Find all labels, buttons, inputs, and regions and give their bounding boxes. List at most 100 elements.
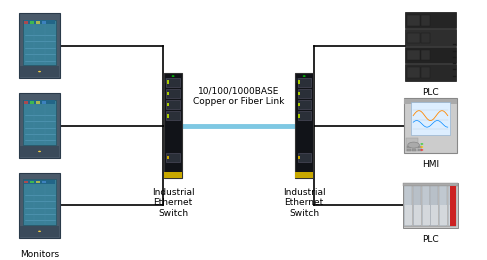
Bar (23, 100, 56, 104)
Bar (431, 205, 438, 225)
Bar (407, 15, 420, 25)
Bar (405, 47, 456, 63)
Bar (440, 205, 447, 225)
Text: HMI: HMI (422, 160, 439, 170)
Bar (407, 50, 420, 61)
Bar (421, 67, 431, 78)
Bar (167, 153, 180, 162)
Bar (164, 73, 182, 178)
Bar (167, 103, 169, 107)
Bar (405, 64, 456, 81)
Bar (450, 186, 456, 226)
Bar (24, 101, 28, 103)
Circle shape (420, 149, 423, 151)
Bar (407, 149, 411, 151)
Bar (23, 180, 56, 184)
Text: 10/100/1000BASE
Copper or Fiber Link: 10/100/1000BASE Copper or Fiber Link (193, 86, 284, 106)
Text: Industrial
Ethernet
Switch: Industrial Ethernet Switch (152, 188, 194, 218)
Bar (20, 66, 59, 77)
Bar (407, 67, 420, 78)
Bar (20, 226, 59, 237)
Bar (448, 186, 455, 226)
Text: PLC: PLC (422, 235, 439, 244)
Bar (167, 77, 180, 87)
Bar (41, 101, 46, 103)
Bar (36, 101, 40, 103)
Text: Industrial
Ethernet
Switch: Industrial Ethernet Switch (283, 188, 325, 218)
Bar (405, 226, 456, 227)
Bar (167, 111, 180, 120)
Bar (22, 100, 56, 145)
Bar (298, 92, 300, 95)
Circle shape (420, 143, 423, 145)
Circle shape (303, 75, 306, 77)
Bar (19, 173, 60, 238)
Bar (298, 103, 300, 107)
Bar (298, 89, 311, 98)
Bar (298, 114, 300, 118)
Bar (298, 111, 311, 120)
Bar (30, 181, 34, 183)
Bar (19, 93, 60, 158)
Bar (298, 77, 311, 87)
Bar (431, 186, 438, 226)
Circle shape (408, 142, 419, 148)
Circle shape (38, 231, 41, 232)
Bar (298, 80, 300, 84)
Bar (167, 89, 180, 98)
Bar (405, 12, 456, 28)
Bar (403, 183, 458, 186)
Bar (421, 32, 431, 43)
Bar (298, 156, 300, 159)
Bar (421, 50, 431, 61)
Circle shape (171, 75, 174, 77)
Bar (30, 101, 34, 103)
Bar (295, 172, 314, 178)
Bar (298, 100, 311, 109)
Bar (167, 80, 169, 84)
Bar (412, 146, 416, 148)
Bar (404, 98, 457, 153)
Bar (41, 181, 46, 183)
Bar (164, 172, 182, 178)
Bar (19, 13, 60, 78)
Bar (20, 146, 59, 157)
Bar (297, 77, 312, 83)
Bar (298, 153, 311, 162)
Circle shape (38, 151, 41, 152)
Circle shape (38, 71, 41, 72)
Bar (439, 186, 447, 226)
Text: PLC: PLC (422, 88, 439, 97)
Bar (165, 77, 181, 83)
Bar (404, 99, 457, 103)
Text: Monitors: Monitors (20, 250, 59, 259)
Bar (41, 21, 46, 24)
Bar (23, 20, 56, 24)
Bar (36, 21, 40, 24)
Bar (24, 181, 28, 183)
Bar (167, 92, 169, 95)
Bar (167, 156, 169, 159)
Bar (418, 149, 422, 151)
Bar (405, 186, 412, 226)
Circle shape (420, 146, 423, 148)
Bar (407, 146, 411, 148)
Bar (167, 100, 180, 109)
Bar (449, 205, 456, 225)
Bar (422, 186, 430, 226)
Bar (423, 205, 430, 225)
Bar (413, 186, 421, 226)
Bar (36, 181, 40, 183)
Bar (406, 138, 418, 152)
Bar (418, 146, 422, 148)
Bar (167, 114, 169, 118)
Bar (406, 205, 412, 225)
Bar (22, 20, 56, 65)
Bar (403, 183, 458, 228)
Bar (22, 179, 56, 225)
Bar (411, 102, 450, 135)
Bar (414, 205, 421, 225)
Bar (412, 149, 416, 151)
Bar (30, 21, 34, 24)
Bar (24, 21, 28, 24)
